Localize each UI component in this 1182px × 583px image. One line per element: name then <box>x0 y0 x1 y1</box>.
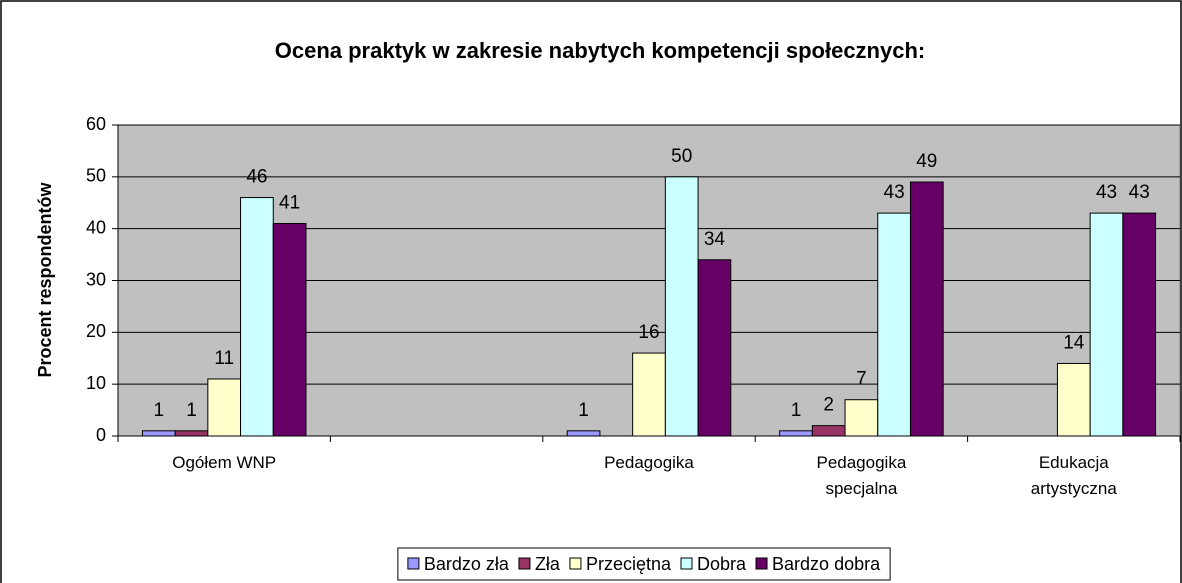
bar <box>1122 212 1157 437</box>
y-tick-label: 0 <box>96 425 106 445</box>
x-tick-label: Pedagogika <box>604 453 694 472</box>
data-label: 46 <box>246 167 267 188</box>
data-label: 2 <box>823 395 834 416</box>
legend-box <box>397 547 891 581</box>
legend-label: Bardzo zła <box>424 554 510 574</box>
y-tick-label: 50 <box>86 166 106 186</box>
data-label: 43 <box>884 182 905 203</box>
bar <box>844 399 879 437</box>
legend-swatch <box>518 557 531 570</box>
legend-label: Zła <box>535 554 561 574</box>
data-label: 41 <box>279 192 300 213</box>
bar <box>877 212 911 437</box>
legend-label: Dobra <box>697 554 747 574</box>
x-tick-label: Edukacja artystyczna <box>1030 453 1117 498</box>
bar <box>207 378 242 437</box>
data-label: 43 <box>1129 182 1150 203</box>
y-tick-label: 60 <box>86 114 106 134</box>
data-label: 1 <box>153 400 164 421</box>
legend-label: Bardzo dobra <box>772 554 881 574</box>
data-label: 1 <box>186 400 197 421</box>
x-tick-label: Pedagogika specjalna <box>816 453 907 498</box>
y-tick-label: 10 <box>86 373 106 393</box>
bar <box>697 259 732 437</box>
data-label: 49 <box>916 151 937 172</box>
data-label: 16 <box>638 322 659 343</box>
legend-swatch <box>755 557 768 570</box>
legend-swatch <box>407 557 420 570</box>
data-label: 50 <box>671 146 692 167</box>
bar <box>909 181 944 437</box>
data-label: 7 <box>856 369 867 390</box>
bar <box>1056 362 1091 437</box>
bar <box>1089 212 1124 437</box>
bar <box>811 425 846 437</box>
data-label: 34 <box>704 229 726 250</box>
data-label: 14 <box>1063 332 1085 353</box>
bar <box>141 430 176 437</box>
bar <box>632 352 666 437</box>
data-label: 1 <box>578 400 589 421</box>
chart-title: Ocena praktyk w zakresie nabytych kompet… <box>275 38 925 63</box>
y-tick-label: 30 <box>86 269 106 289</box>
bar <box>664 176 699 437</box>
bar <box>240 197 274 437</box>
y-tick-label: 40 <box>86 217 106 237</box>
x-tick-label: Ogółem WNP <box>172 453 277 472</box>
bar <box>272 222 307 437</box>
bar <box>779 430 813 437</box>
legend-swatch <box>680 557 693 570</box>
data-label: 43 <box>1096 182 1117 203</box>
bar <box>174 430 209 437</box>
y-tick-label: 20 <box>86 321 106 341</box>
data-label: 1 <box>791 400 802 421</box>
legend-swatch <box>569 557 582 570</box>
y-axis-title: Procent respondentów <box>35 181 55 377</box>
data-label: 11 <box>214 348 234 369</box>
legend-label: Przeciętna <box>586 554 672 574</box>
bar <box>566 430 601 437</box>
